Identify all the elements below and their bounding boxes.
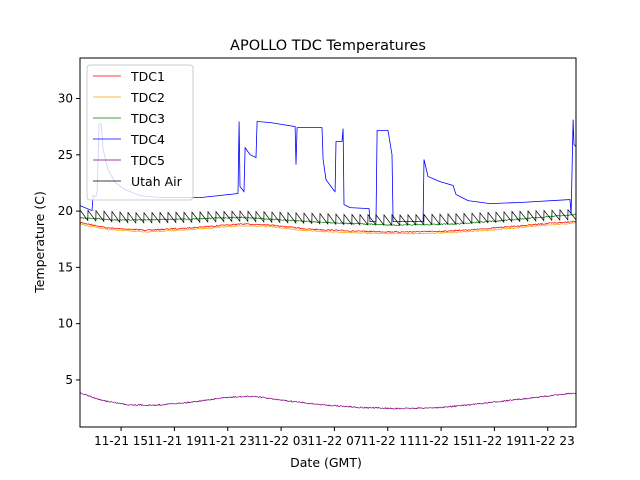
x-tick-label: 11-22 15 xyxy=(414,434,468,448)
x-tick-label: 11-22 07 xyxy=(307,434,361,448)
y-tick-label: 15 xyxy=(58,260,73,274)
y-axis: 5 10 15 20 25 30 xyxy=(58,92,80,387)
x-tick-label: 11-22 11 xyxy=(361,434,415,448)
y-axis-label: Temperature (C) xyxy=(32,191,47,294)
x-tick-label: 11-21 15 xyxy=(94,434,148,448)
legend-label: TDC1 xyxy=(130,69,165,84)
legend-label: TDC4 xyxy=(130,132,165,147)
series-line-utah-air xyxy=(80,208,576,227)
y-tick-label: 25 xyxy=(58,148,73,162)
x-tick-label: 11-21 23 xyxy=(201,434,255,448)
x-axis: 11-21 15 11-21 19 11-21 23 11-22 03 11-22 07… xyxy=(94,427,575,448)
x-tick-label: 11-22 19 xyxy=(467,434,521,448)
series-line-tdc5 xyxy=(80,392,576,410)
series-line-tdc1 xyxy=(80,220,576,233)
legend-label: TDC3 xyxy=(130,111,165,126)
y-tick-label: 10 xyxy=(58,317,73,331)
legend: TDC1 TDC2 TDC3 TDC4 TDC5 Utah Air xyxy=(86,64,194,201)
legend-label: Utah Air xyxy=(131,174,183,189)
y-tick-label: 5 xyxy=(65,373,73,387)
x-tick-label: 11-21 19 xyxy=(147,434,201,448)
legend-label: TDC2 xyxy=(130,90,165,105)
x-axis-label: Date (GMT) xyxy=(290,455,362,470)
axes-frame xyxy=(79,57,577,428)
y-tick-label: 30 xyxy=(58,92,73,106)
x-tick-label: 11-22 03 xyxy=(254,434,308,448)
y-tick-label: 20 xyxy=(58,204,73,218)
series-line-tdc2 xyxy=(80,222,576,235)
x-tick-label: 11-22 23 xyxy=(521,434,575,448)
legend-box xyxy=(86,64,194,201)
legend-label: TDC5 xyxy=(130,153,165,168)
chart-title: APOLLO TDC Temperatures xyxy=(230,38,426,54)
